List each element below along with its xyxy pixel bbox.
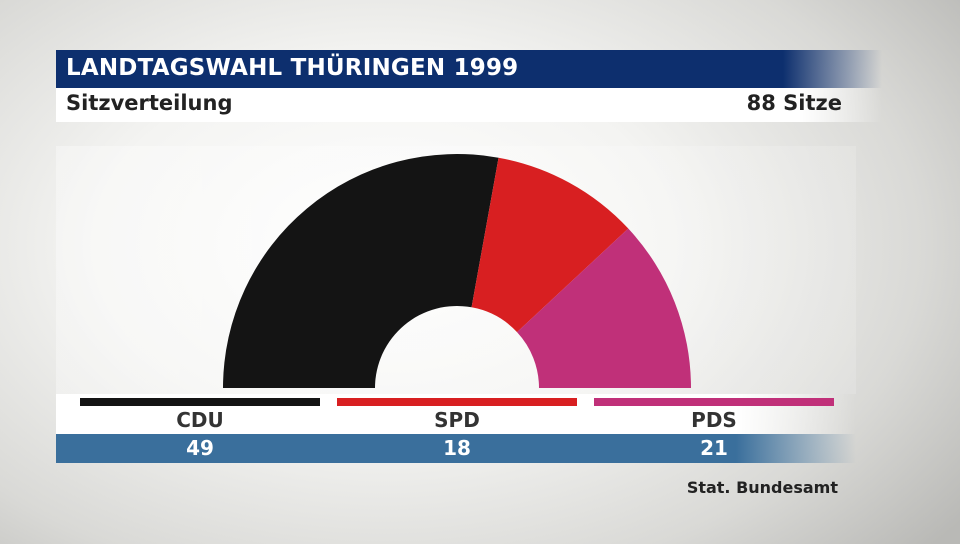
chart-area [56,146,856,394]
legend-color-bar-1 [337,398,577,406]
legend-item-1: SPD [337,394,577,434]
seat-value-1: 18 [443,436,471,460]
total-seats-label: 88 Sitze [746,91,842,115]
title-bar: LANDTAGSWAHL THÜRINGEN 1999 [56,50,882,88]
source-label: Stat. Bundesamt [686,478,838,497]
legend-item-2: PDS [594,394,834,434]
seat-segment-spd [471,157,629,333]
legend: CDU SPD PDS [56,394,856,434]
legend-color-bar-2 [594,398,834,406]
legend-color-bar-0 [80,398,320,406]
chart-title: LANDTAGSWAHL THÜRINGEN 1999 [66,55,519,81]
seat-value-0: 49 [186,436,214,460]
seat-segment-pds [517,228,691,388]
legend-item-0: CDU [80,394,320,434]
seat-values-row: 49 18 21 [56,434,856,463]
seat-value-2: 21 [700,436,728,460]
legend-label-1: SPD [434,408,480,432]
legend-label-0: CDU [176,408,224,432]
seat-distribution-chart [223,154,691,388]
subtitle-bar: Sitzverteilung 88 Sitze [56,88,882,122]
legend-label-2: PDS [691,408,737,432]
seat-segment-cdu [223,154,499,388]
chart-subtitle: Sitzverteilung [66,91,233,115]
